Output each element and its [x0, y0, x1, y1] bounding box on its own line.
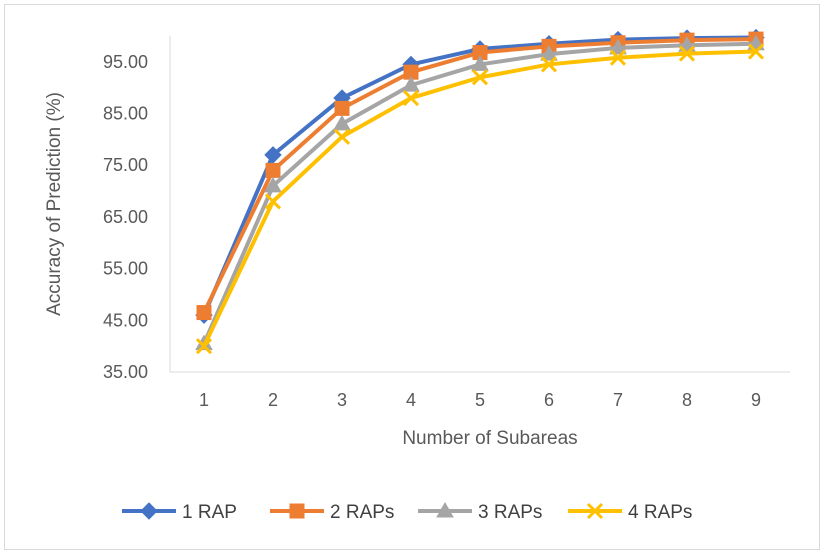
series-line: [202, 41, 757, 345]
data-point: [402, 89, 420, 107]
y-tick-label: 35.00: [103, 362, 148, 382]
data-point: [471, 69, 489, 86]
data-point: [609, 49, 627, 66]
x-tick-label: 3: [337, 390, 347, 410]
y-axis-title: Accuracy of Prediction (%): [44, 92, 65, 316]
data-point: [333, 114, 351, 131]
y-tick-label: 85.00: [103, 104, 148, 124]
axes: [169, 36, 790, 373]
y-tick-label: 55.00: [103, 259, 148, 279]
y-tick-label: 65.00: [103, 207, 148, 227]
x-tick-label: 4: [406, 390, 416, 410]
legend-label: 2 RAPs: [330, 502, 394, 523]
y-tick-label: 95.00: [103, 52, 148, 72]
data-point: [264, 193, 282, 210]
series-group: [195, 28, 765, 355]
legend-marker: [289, 503, 305, 519]
data-point: [334, 100, 350, 116]
data-point: [402, 76, 420, 92]
x-tick-labels: 1 2 3 4 5 6 7 8 9: [199, 390, 761, 410]
y-tick-label: 45.00: [103, 310, 148, 330]
legend-label: 3 RAPs: [478, 502, 542, 523]
y-tick-labels: 35.00 45.00 55.00 65.00 75.00 85.00 95.00: [103, 52, 148, 382]
data-point: [264, 146, 282, 164]
legend-marker: [140, 502, 158, 520]
legend-label: 1 RAP: [182, 502, 237, 523]
series-4: [195, 43, 765, 355]
data-point: [196, 305, 212, 321]
x-tick-label: 9: [751, 390, 761, 410]
x-tick-label: 5: [475, 390, 485, 410]
legend-item: 2 RAPs: [270, 502, 394, 523]
x-tick-label: 8: [682, 390, 692, 410]
data-point: [609, 38, 627, 55]
data-point: [540, 45, 558, 61]
y-tick-label: 75.00: [103, 155, 148, 175]
data-point: [471, 55, 489, 71]
x-tick-label: 6: [544, 390, 554, 410]
legend-label: 4 RAPs: [628, 502, 692, 523]
x-tick-label: 2: [268, 390, 278, 410]
data-point: [540, 56, 558, 73]
data-point: [265, 162, 281, 178]
data-point: [747, 43, 765, 60]
series-line: [202, 49, 757, 348]
data-point: [264, 176, 282, 193]
legend-marker: [436, 501, 454, 518]
legend: 1 RAP 2 RAPs 3 RAPs 4 RAPs: [122, 501, 692, 523]
legend-item: 3 RAPs: [418, 501, 542, 523]
data-point: [678, 45, 696, 62]
legend-item: 4 RAPs: [568, 502, 692, 523]
x-axis-title: Number of Subareas: [402, 428, 577, 449]
x-tick-label: 1: [199, 390, 209, 410]
legend-marker: [586, 502, 604, 520]
legend-item: 1 RAP: [122, 502, 237, 523]
data-point: [195, 338, 213, 355]
x-tick-label: 7: [613, 390, 623, 410]
data-point: [333, 128, 351, 145]
